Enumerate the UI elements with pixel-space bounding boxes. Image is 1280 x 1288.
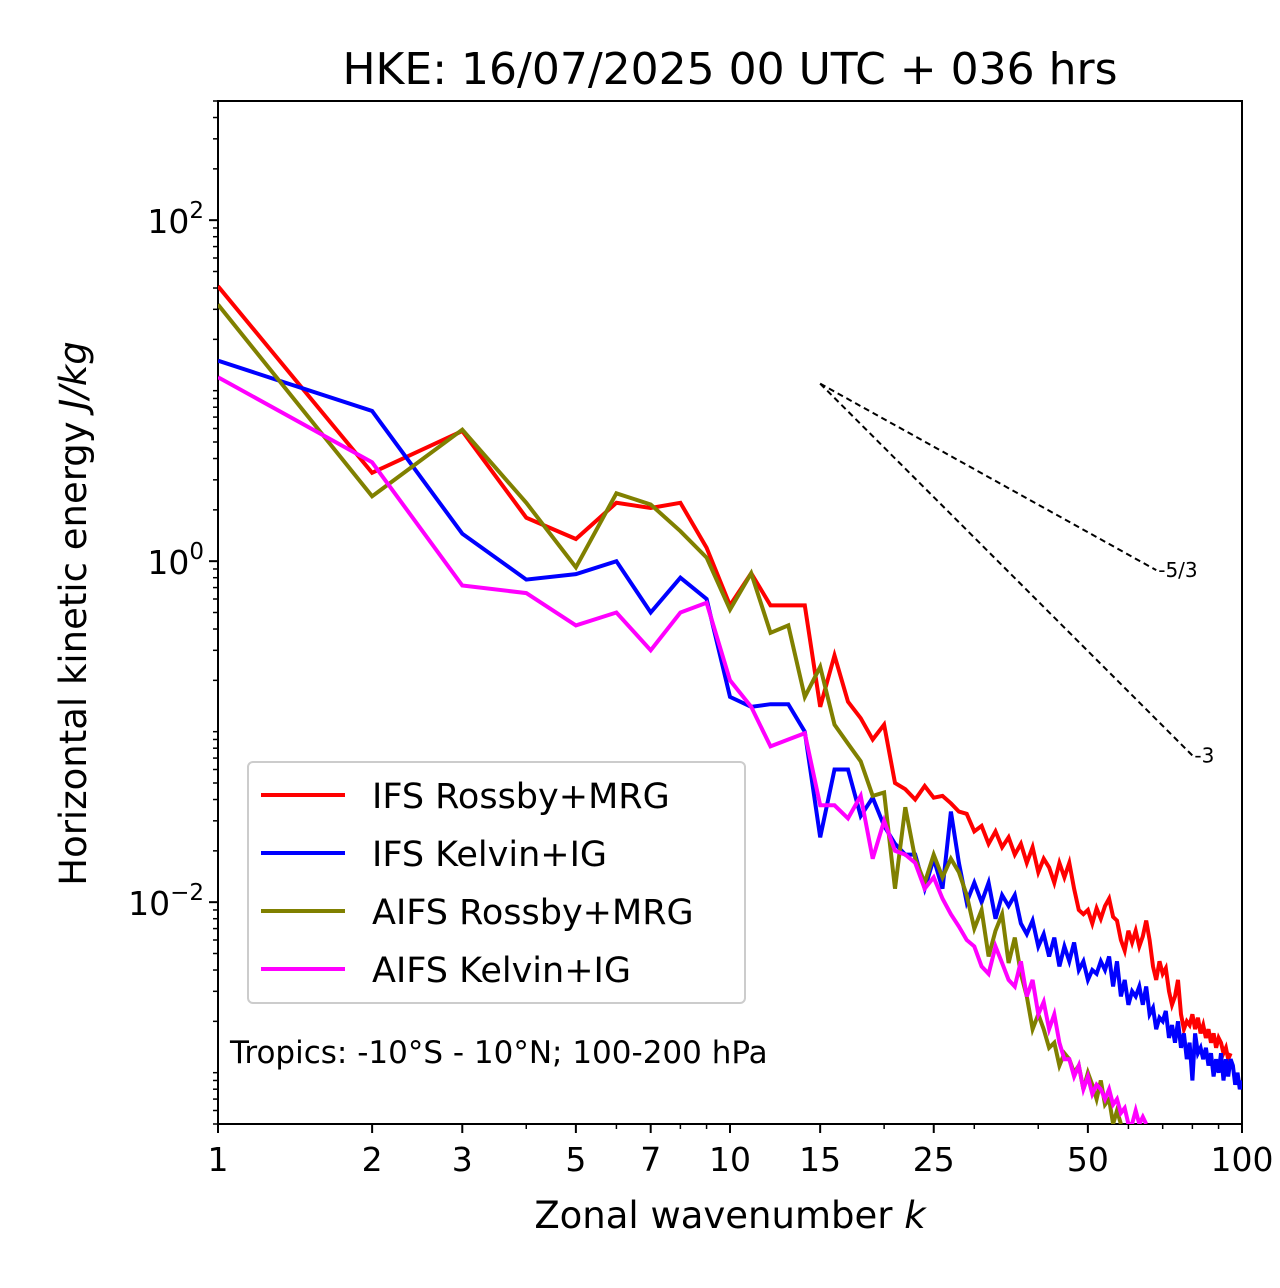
- y-tick-label: 10−2: [128, 880, 204, 923]
- legend-label: IFS Kelvin+IG: [372, 835, 607, 875]
- reference-slope-line: [819, 382, 1194, 757]
- x-tick-label: 5: [565, 1140, 586, 1179]
- series-line: [218, 375, 1149, 1124]
- legend-label: IFS Rossby+MRG: [372, 777, 670, 817]
- x-tick-label: 100: [1211, 1140, 1274, 1179]
- series-line: [218, 284, 1233, 1067]
- x-tick-label: 25: [913, 1140, 955, 1179]
- reference-slope-label: -3: [1194, 743, 1214, 767]
- series-line: [218, 358, 1242, 1090]
- x-axis-variable: k: [904, 1194, 927, 1237]
- y-axis-label-text: Horizontal kinetic energy: [52, 421, 95, 885]
- reference-slope-label: -5/3: [1158, 558, 1197, 582]
- plot-area: -5/3 -3: [209, 100, 1243, 1133]
- y-tick-label: 102: [147, 198, 204, 241]
- legend-box: [247, 761, 746, 1004]
- x-axis-label: Zonal wavenumber k: [534, 1194, 927, 1237]
- legend-label: AIFS Rossby+MRG: [372, 893, 694, 933]
- x-tick-labels: 1 2 3 5 7 10 15 25 50 100: [208, 1140, 1274, 1179]
- x-tick-label: 2: [362, 1140, 383, 1179]
- x-tick-label: 7: [640, 1140, 661, 1179]
- series-lines: [218, 284, 1242, 1124]
- x-tick-label: 10: [709, 1140, 751, 1179]
- y-tick-labels: 10−2 100 102: [128, 198, 204, 923]
- x-tick-label: 3: [452, 1140, 473, 1179]
- chart-title: HKE: 16/07/2025 00 UTC + 036 hrs: [342, 44, 1117, 95]
- x-tick-label: 15: [799, 1140, 841, 1179]
- y-axis-unit: J/kg: [52, 341, 95, 416]
- x-tick-label: 50: [1067, 1140, 1109, 1179]
- axis-ticks: [209, 100, 1243, 1133]
- x-axis-label-text: Zonal wavenumber: [534, 1194, 893, 1237]
- legend: IFS Rossby+MRG IFS Kelvin+IG AIFS Rossby+M…: [247, 761, 746, 1004]
- y-tick-label: 100: [147, 539, 204, 582]
- reference-lines: -5/3 -3: [819, 382, 1214, 767]
- reference-slope-line: [819, 382, 1157, 572]
- legend-label: AIFS Kelvin+IG: [372, 951, 631, 991]
- x-tick-label: 1: [208, 1140, 229, 1179]
- y-axis-label: Horizontal kinetic energy J/kg: [52, 341, 95, 885]
- region-annotation: Tropics: -10°S - 10°N; 100-200 hPa: [229, 1035, 768, 1071]
